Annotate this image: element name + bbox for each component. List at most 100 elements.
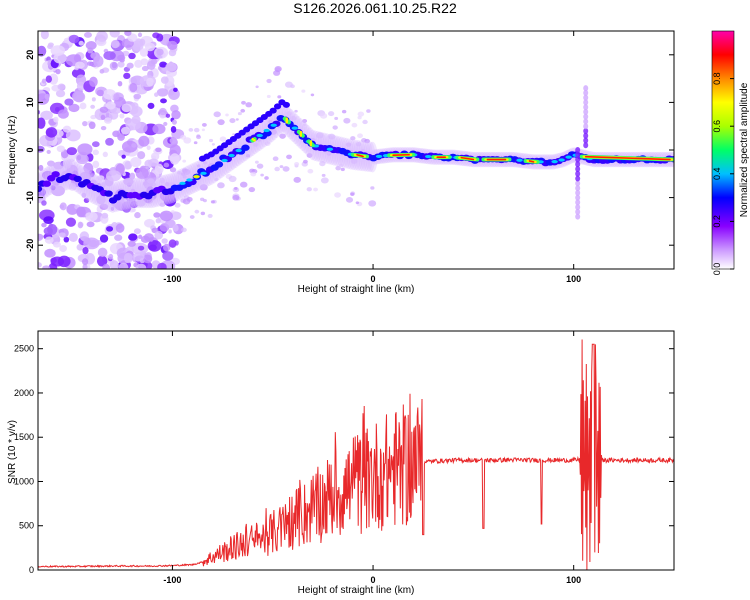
noise-blob	[112, 130, 120, 138]
figure-title: S126.2026.061.10.25.R22	[293, 0, 457, 16]
noise-blob	[294, 109, 298, 113]
noise-blob	[40, 110, 53, 120]
noise-blob	[109, 260, 119, 269]
noise-blob	[154, 230, 164, 240]
noise-blob	[121, 103, 133, 113]
noise-blob	[123, 177, 134, 186]
noise-blob	[169, 153, 180, 165]
noise-blob	[85, 212, 94, 219]
spike-blob	[575, 166, 581, 173]
spike-blob	[575, 170, 581, 177]
noise-blob	[62, 157, 72, 169]
noise-blob	[182, 159, 187, 163]
noise-blob	[120, 126, 131, 135]
noise-blob	[82, 120, 88, 127]
noise-blob	[62, 125, 72, 133]
noise-blob	[153, 212, 161, 218]
noise-blob	[123, 72, 131, 80]
noise-blob	[117, 81, 123, 87]
noise-blob	[208, 138, 214, 143]
noise-blob	[160, 98, 167, 104]
noise-blob	[272, 156, 279, 162]
noise-blob	[320, 177, 329, 184]
ridge-cyan	[200, 171, 207, 175]
noise-blob	[257, 138, 261, 142]
noise-blob	[48, 73, 59, 85]
spike-blob	[583, 99, 589, 106]
noise-blob	[182, 198, 191, 205]
noise-blob	[104, 117, 112, 124]
noise-blob	[68, 34, 80, 44]
ridge-cyan	[558, 158, 565, 162]
noise-blob	[57, 83, 66, 91]
noise-blob	[101, 212, 109, 219]
noise-blob	[64, 98, 74, 106]
noise-blob	[248, 186, 256, 193]
noise-blob	[126, 62, 134, 69]
noise-blob	[83, 197, 90, 204]
noise-blob	[110, 39, 120, 49]
noise-blob	[147, 102, 155, 109]
noise-blob	[156, 88, 169, 97]
noise-blob	[91, 141, 100, 148]
ridge-cyan	[186, 178, 193, 182]
noise-blob	[86, 221, 95, 228]
snr-x-label: Height of straight line (km)	[298, 585, 415, 596]
noise-blob	[301, 89, 306, 93]
noise-blob	[203, 161, 208, 165]
ridge-cyan	[228, 153, 235, 158]
noise-blob	[229, 118, 236, 124]
noise-blob	[193, 127, 200, 133]
noise-blob	[44, 248, 56, 258]
y-tick-label: 0	[29, 565, 34, 575]
noise-blob	[211, 143, 215, 146]
noise-blob	[38, 164, 44, 171]
noise-blob	[341, 109, 347, 114]
noise-blob	[38, 117, 46, 129]
ridge-branch	[269, 107, 277, 114]
noise-blob	[225, 113, 229, 117]
spike-blob	[575, 161, 581, 168]
noise-blob	[228, 175, 237, 183]
noise-blob	[108, 253, 114, 260]
noise-blob	[196, 135, 202, 140]
spike-blob	[583, 108, 589, 115]
noise-blob	[217, 182, 225, 189]
noise-blob	[109, 31, 120, 38]
noise-blob	[357, 111, 365, 117]
noise-blob	[157, 262, 167, 269]
noise-blob	[136, 199, 146, 207]
noise-blob	[102, 263, 111, 269]
noise-blob	[127, 240, 136, 247]
noise-blob	[46, 149, 51, 154]
ridge-cyan	[235, 148, 242, 153]
noise-blob	[302, 118, 308, 123]
y-tick-label: 1500	[14, 432, 34, 442]
noise-blob	[130, 200, 139, 209]
noise-blob	[76, 206, 86, 218]
snr-frame	[37, 330, 675, 571]
spike-blob	[583, 104, 589, 111]
noise-blob	[370, 186, 375, 190]
noise-blob	[156, 48, 164, 56]
noise-blob	[50, 185, 56, 191]
noise-blob	[182, 175, 187, 179]
noise-blob	[81, 192, 87, 198]
noise-blob	[169, 137, 178, 144]
noise-blob	[200, 211, 206, 216]
noise-blob	[119, 58, 125, 63]
ridge-branch	[282, 101, 290, 108]
colorbar-ticks: 0.0 0.2 0.4 0.6 0.8	[712, 72, 734, 275]
spike-blob	[583, 89, 589, 96]
noise-blob	[306, 153, 313, 158]
noise-blob	[219, 136, 227, 142]
spike-blob	[575, 185, 581, 192]
spike-blob	[575, 156, 581, 163]
noise-blob	[355, 142, 362, 147]
noise-blob	[96, 89, 104, 97]
colorbar-tick-label: 0.4	[712, 168, 722, 181]
ridge-halo	[105, 181, 116, 213]
noise-blob	[250, 171, 257, 177]
ridge-cyan	[270, 123, 277, 127]
noise-blob	[266, 78, 272, 84]
